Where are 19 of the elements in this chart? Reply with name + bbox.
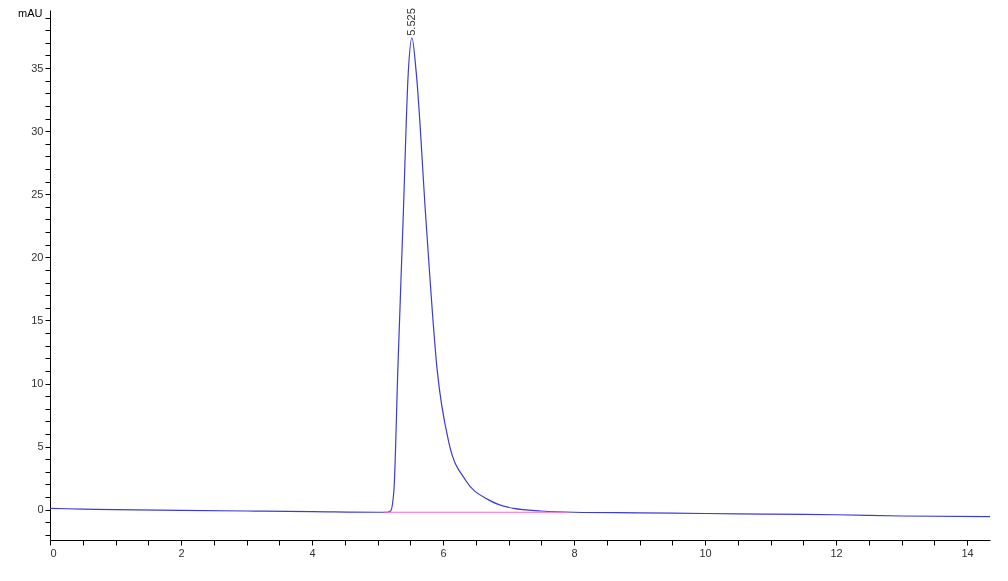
line-series — [49, 37, 991, 518]
y-tick-label: 30 — [31, 124, 44, 137]
x-tick-label: 0 — [50, 546, 57, 559]
x-tick-label: 6 — [440, 546, 447, 559]
y-axis-title: mAU — [18, 6, 43, 19]
y-tick-label: 5 — [37, 440, 44, 453]
x-tick-label: 8 — [571, 546, 578, 559]
y-tick-label: 35 — [31, 61, 44, 74]
y-tick-label: 0 — [37, 503, 44, 516]
y-tick-label: 20 — [31, 250, 44, 263]
x-tick-label: 2 — [178, 546, 185, 559]
y-tick-label: 10 — [31, 377, 44, 390]
x-tick-label: 14 — [961, 546, 974, 559]
x-tick-label: 10 — [699, 546, 712, 559]
x-tick-label: 12 — [830, 546, 843, 559]
x-tick-label: 4 — [309, 546, 316, 559]
y-tick-label: 25 — [31, 187, 44, 200]
annotation: 5.525 — [404, 8, 417, 36]
y-tick-label: 15 — [31, 313, 44, 326]
